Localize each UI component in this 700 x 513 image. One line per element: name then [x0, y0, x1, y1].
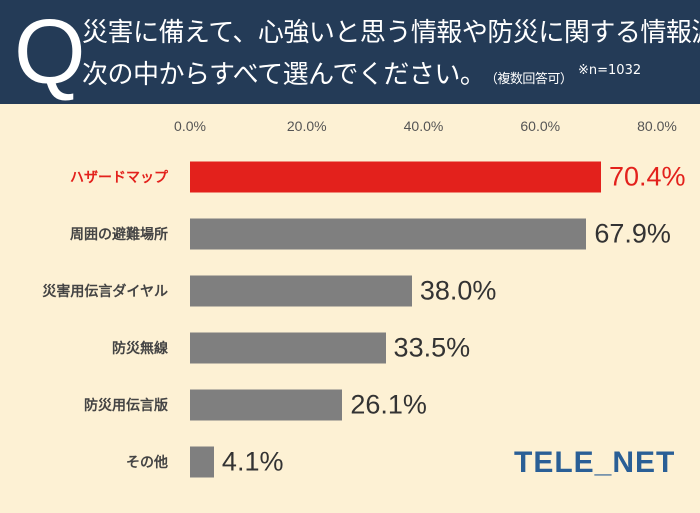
sample-size: ※n=1032 [578, 63, 642, 78]
category-label: ハザードマップ [70, 170, 168, 186]
value-label: 70.4% [608, 161, 686, 192]
value-label: 33.5% [393, 332, 471, 363]
x-tick-label: 20.0% [286, 118, 327, 134]
x-tick-label: 60.0% [520, 118, 561, 134]
q-mark: Q [14, 1, 86, 103]
bar [190, 446, 214, 478]
bar [190, 218, 587, 250]
x-tick-label: 0.0% [174, 118, 206, 134]
category-label: 災害用伝言ダイヤル [42, 284, 168, 300]
bar [190, 161, 601, 193]
question-line-1: 災害に備えて、心強いと思う情報や防災に関する情報源を [82, 18, 700, 48]
question-line-2: 次の中からすべて選んでください。 （複数回答可） [82, 54, 573, 91]
category-label: 周囲の避難場所 [70, 227, 168, 243]
category-label: 防災用伝言版 [84, 398, 168, 414]
telenet-logo: TELE_NET [514, 446, 676, 479]
value-label: 26.1% [350, 389, 427, 420]
value-label: 38.0% [419, 275, 497, 306]
value-label: 67.9% [594, 218, 671, 249]
category-label: その他 [126, 455, 168, 471]
question-note: （複数回答可） [491, 72, 573, 87]
x-tick-label: 80.0% [637, 118, 677, 134]
bar [190, 275, 412, 307]
value-label: 4.1% [221, 446, 284, 477]
x-tick-label: 40.0% [403, 118, 444, 134]
category-label: 防災無線 [112, 341, 168, 357]
question-header: Q 災害に備えて、心強いと思う情報や防災に関する情報源を 次の中からすべて選んで… [0, 0, 700, 104]
question-line-2-text: 次の中からすべて選んでください。 [82, 60, 486, 90]
bar [190, 389, 343, 421]
bar [190, 332, 386, 364]
